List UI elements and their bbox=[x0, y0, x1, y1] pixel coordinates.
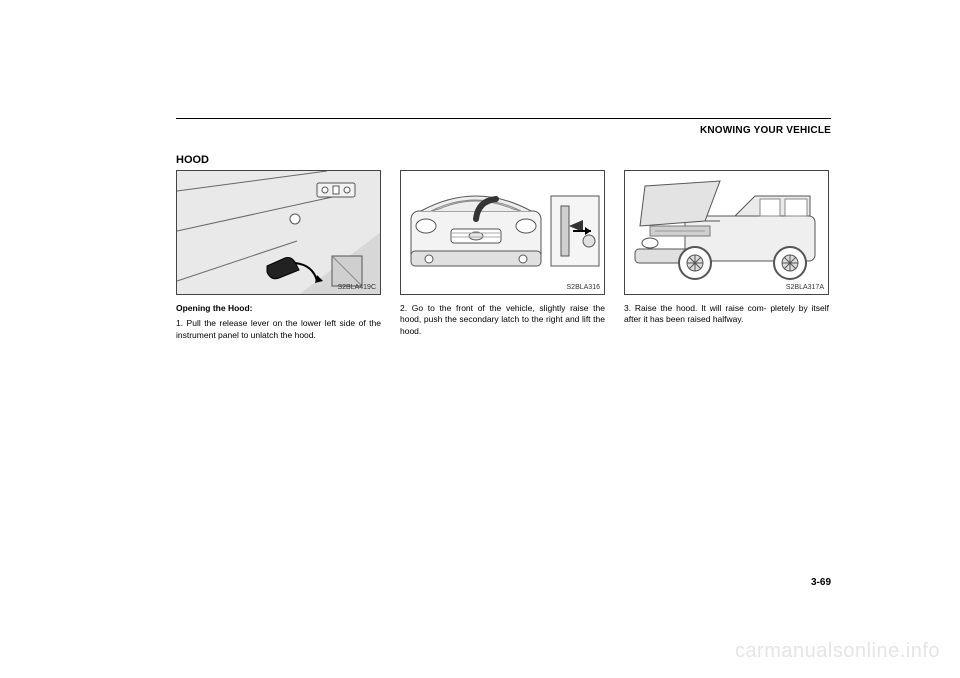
page-content: KNOWING YOUR VEHICLE HOOD bbox=[176, 118, 831, 588]
column-2: S2BLA316 2. Go to the front of the vehic… bbox=[400, 170, 605, 341]
figure-caption-body: 3. Raise the hood. It will raise com- pl… bbox=[624, 303, 829, 326]
column-1: S2BLA419C Opening the Hood: 1. Pull the … bbox=[176, 170, 381, 341]
figure-ref: S2BLA316 bbox=[567, 284, 600, 291]
figure-release-lever: S2BLA419C bbox=[176, 170, 381, 295]
figure-caption-body: 2. Go to the front of the vehicle, sligh… bbox=[400, 303, 605, 337]
figure-ref: S2BLA317A bbox=[786, 284, 824, 291]
figure-hood-open: S2BLA317A bbox=[624, 170, 829, 295]
figure-front-vehicle: S2BLA316 bbox=[400, 170, 605, 295]
page-number: 3-69 bbox=[811, 577, 831, 588]
top-divider bbox=[176, 118, 831, 119]
figure-ref: S2BLA419C bbox=[337, 284, 376, 291]
watermark: carmanualsonline.info bbox=[735, 640, 940, 663]
column-3: S2BLA317A 3. Raise the hood. It will rai… bbox=[624, 170, 829, 341]
columns: S2BLA419C Opening the Hood: 1. Pull the … bbox=[176, 170, 831, 341]
breadcrumb: KNOWING YOUR VEHICLE bbox=[176, 125, 831, 136]
figure-caption-body: 1. Pull the release lever on the lower l… bbox=[176, 318, 381, 341]
section-title: HOOD bbox=[176, 154, 831, 166]
figure-caption-title: Opening the Hood: bbox=[176, 303, 381, 314]
